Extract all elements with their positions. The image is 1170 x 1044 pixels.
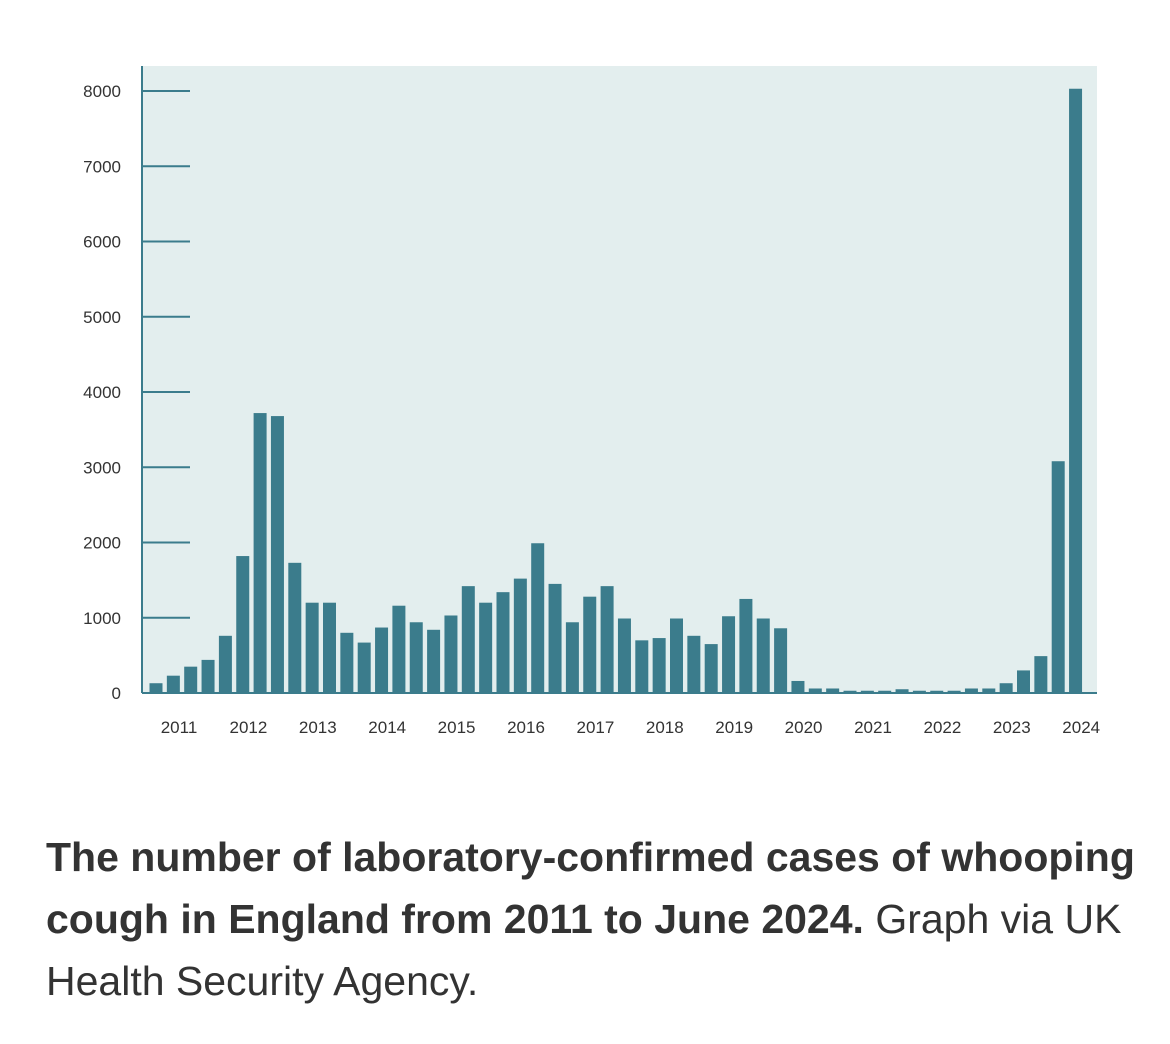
bar [791, 680, 805, 693]
bar [323, 602, 336, 693]
y-tick-label: 5000 [83, 308, 121, 327]
bar [201, 659, 215, 693]
bar [1034, 656, 1048, 693]
bar [565, 622, 579, 693]
bar [1017, 670, 1030, 693]
bar [513, 578, 527, 693]
bar [496, 592, 510, 693]
bar [652, 638, 666, 693]
bar [739, 598, 753, 693]
bar [270, 416, 284, 693]
bar [583, 596, 597, 693]
x-tick-label: 2012 [229, 718, 267, 737]
caption-credit-text: Graph via UK Health Security Agency. [46, 896, 1122, 1004]
bar [409, 622, 423, 693]
x-tick-label: 2020 [785, 718, 823, 737]
bar [843, 690, 857, 693]
bar [982, 688, 996, 693]
bar [878, 690, 892, 693]
caption-bold-text: The number of laboratory-confirmed cases… [46, 834, 1135, 942]
bar [392, 605, 406, 693]
bar [305, 602, 319, 693]
bar [340, 632, 354, 693]
bar [427, 629, 441, 693]
bar [149, 683, 163, 693]
y-axis-ticks: 0 1000 2000 3000 4000 5000 6000 7000 8000 [83, 82, 190, 703]
bar [184, 666, 198, 693]
y-tick-label: 1000 [83, 609, 121, 628]
x-tick-label: 2014 [368, 718, 406, 737]
x-tick-label: 2019 [715, 718, 753, 737]
x-tick-label: 2013 [299, 718, 337, 737]
bar [1051, 461, 1065, 693]
bar [999, 683, 1013, 693]
bar [617, 618, 631, 693]
y-tick-label: 0 [112, 684, 121, 703]
x-tick-label: 2021 [854, 718, 892, 737]
bar [704, 644, 718, 693]
x-tick-label: 2018 [646, 718, 684, 737]
bar [722, 616, 736, 693]
bar [479, 602, 493, 693]
bar [236, 556, 250, 693]
bar [930, 690, 944, 693]
plot-background [142, 66, 1097, 693]
y-tick-label: 2000 [83, 534, 121, 553]
x-tick-label: 2017 [576, 718, 614, 737]
bar [826, 688, 840, 693]
figure-caption: The number of laboratory-confirmed cases… [46, 826, 1136, 1012]
y-tick-label: 3000 [83, 458, 121, 477]
bar [947, 690, 961, 693]
bar [964, 688, 978, 693]
bar [860, 690, 874, 693]
bar [444, 615, 458, 693]
bar [531, 543, 545, 693]
bar [687, 635, 701, 693]
bar [1069, 88, 1083, 694]
bar [218, 635, 232, 693]
x-tick-label: 2015 [438, 718, 476, 737]
x-tick-label: 2024 [1062, 718, 1100, 737]
bar [774, 628, 788, 693]
y-tick-label: 6000 [83, 233, 121, 252]
x-axis-ticks: 2011 2012 2013 2014 2015 2016 2017 2018 2019 2020… [161, 718, 1100, 737]
bar [756, 618, 770, 693]
x-tick-label: 2022 [923, 718, 961, 737]
bar [357, 642, 371, 693]
x-tick-label: 2011 [161, 718, 198, 737]
bars [149, 88, 1083, 694]
bar [912, 690, 926, 693]
bar [375, 627, 389, 693]
bar [808, 688, 822, 693]
bar [670, 618, 683, 693]
bar [635, 640, 649, 693]
bar [288, 562, 302, 693]
y-tick-label: 8000 [83, 82, 121, 101]
bar [253, 413, 267, 693]
x-tick-label: 2016 [507, 718, 545, 737]
y-tick-label: 7000 [83, 157, 121, 176]
bar [895, 689, 909, 693]
bar [461, 586, 475, 693]
x-tick-label: 2023 [993, 718, 1031, 737]
bar [600, 586, 614, 693]
bar [166, 675, 180, 693]
y-tick-label: 4000 [83, 383, 121, 402]
bar [548, 583, 562, 693]
